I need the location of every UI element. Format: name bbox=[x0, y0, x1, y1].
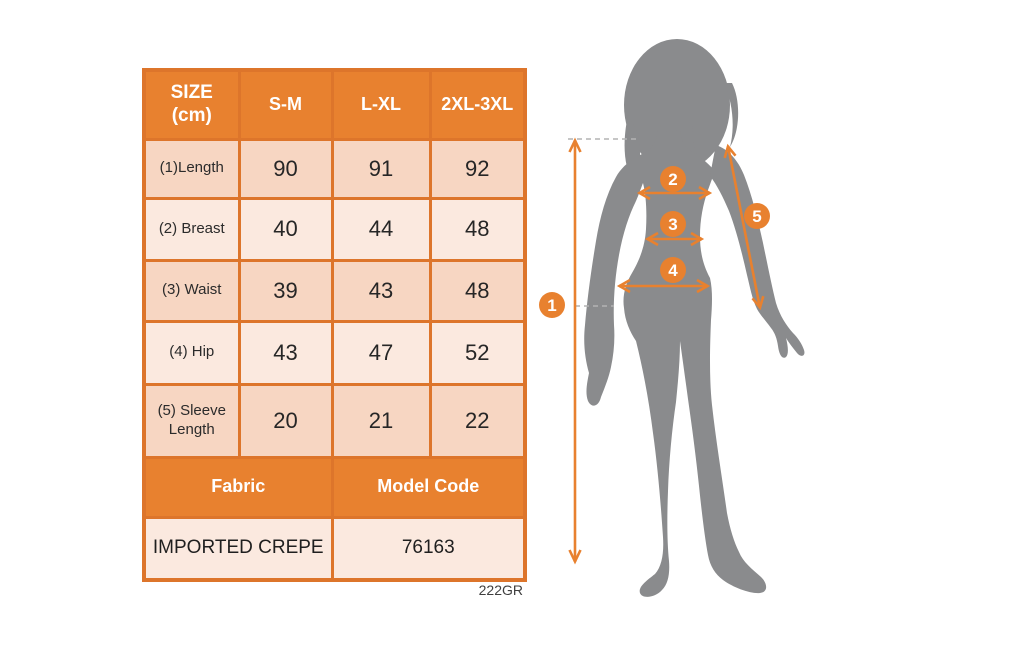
column-header-sm: S-M bbox=[237, 68, 334, 141]
model-code-value: 76163 bbox=[330, 515, 527, 582]
fabric-value: IMPORTED CREPE bbox=[142, 515, 334, 582]
sleeve-arrow bbox=[723, 143, 765, 311]
hip-arrow bbox=[616, 278, 711, 294]
size-unit-line1: SIZE bbox=[170, 81, 213, 103]
size-chart-table: SIZE (cm) S-M L-XL 2XL-3XL (1)Length 90 … bbox=[142, 68, 527, 582]
length-arrow bbox=[568, 137, 582, 565]
model-code-header: Model Code bbox=[330, 455, 527, 519]
measurement-label: (3) Waist bbox=[142, 258, 241, 323]
table-row-waist: (3) Waist 39 43 48 bbox=[142, 258, 527, 323]
measurement-value: 52 bbox=[428, 319, 527, 386]
marker-3-waist: 3 bbox=[660, 211, 686, 237]
measurement-value: 48 bbox=[428, 196, 527, 262]
marker-5-sleeve: 5 bbox=[744, 203, 770, 229]
measurement-value: 92 bbox=[428, 137, 527, 200]
measurement-label: (2) Breast bbox=[142, 196, 241, 262]
fabric-header: Fabric bbox=[142, 455, 334, 519]
column-header-2xl3xl: 2XL-3XL bbox=[428, 68, 527, 141]
table-row-length: (1)Length 90 91 92 bbox=[142, 137, 527, 200]
table-row-breast: (2) Breast 40 44 48 bbox=[142, 196, 527, 262]
measurement-value: 90 bbox=[237, 137, 334, 200]
waist-arrow bbox=[644, 231, 705, 247]
measurement-value: 21 bbox=[330, 382, 432, 459]
details-header-row: Fabric Model Code bbox=[142, 455, 527, 519]
measurement-label: (1)Length bbox=[142, 137, 241, 200]
torso-legs-silhouette bbox=[584, 129, 767, 597]
breast-arrow bbox=[636, 185, 713, 201]
measurement-value: 47 bbox=[330, 319, 432, 386]
head-silhouette bbox=[624, 39, 730, 171]
measurement-label: (5) Sleeve Length bbox=[142, 382, 241, 459]
measurement-value: 43 bbox=[330, 258, 432, 323]
size-unit-line2: (cm) bbox=[171, 104, 212, 126]
measurement-value: 48 bbox=[428, 258, 527, 323]
table-row-hip: (4) Hip 43 47 52 bbox=[142, 319, 527, 386]
hair-tip-right bbox=[724, 83, 739, 147]
column-header-lxl: L-XL bbox=[330, 68, 432, 141]
marker-2-breast: 2 bbox=[660, 166, 686, 192]
details-value-row: IMPORTED CREPE 76163 bbox=[142, 515, 527, 582]
measurement-value: 22 bbox=[428, 382, 527, 459]
body-measurement-diagram bbox=[568, 39, 805, 597]
measurement-value: 44 bbox=[330, 196, 432, 262]
measurement-value: 43 bbox=[237, 319, 334, 386]
weight-footnote: 222GR bbox=[478, 582, 523, 598]
size-chart-header-row: SIZE (cm) S-M L-XL 2XL-3XL bbox=[142, 68, 527, 141]
measurement-value: 20 bbox=[237, 382, 334, 459]
size-unit-header: SIZE (cm) bbox=[142, 68, 241, 141]
body-silhouette bbox=[584, 39, 805, 597]
right-arm-silhouette bbox=[710, 145, 805, 358]
measurement-value: 39 bbox=[237, 258, 334, 323]
marker-1-length: 1 bbox=[539, 292, 565, 318]
measurement-value: 40 bbox=[237, 196, 334, 262]
table-row-sleeve-length: (5) Sleeve Length 20 21 22 bbox=[142, 382, 527, 459]
measurement-value: 91 bbox=[330, 137, 432, 200]
measurement-label: (4) Hip bbox=[142, 319, 241, 386]
marker-4-hip: 4 bbox=[660, 257, 686, 283]
